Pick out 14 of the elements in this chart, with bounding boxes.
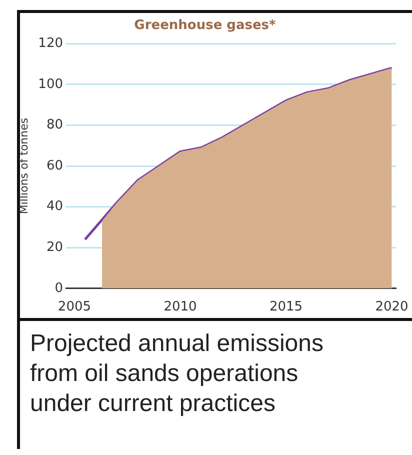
- y-tick-label: 100: [38, 76, 64, 92]
- y-tick-label: 80: [46, 118, 64, 133]
- y-tick-label: 120: [38, 36, 64, 51]
- y-axis-title: Millions of tonnes: [17, 118, 30, 214]
- x-tick-label: 2015: [269, 300, 303, 315]
- y-tick-label: 60: [46, 158, 64, 174]
- x-tick-label: 2005: [58, 300, 92, 315]
- x-tick-label: 2010: [164, 300, 197, 315]
- chart-title: Greenhouse gases*: [134, 18, 276, 34]
- y-tick-label: 0: [54, 280, 64, 296]
- text: Projected annual emissions from oil sands operations under current practices: [30, 329, 324, 419]
- y-tick-label: 40: [46, 199, 64, 214]
- y-tick-label: 20: [46, 240, 64, 255]
- x-tick-label: 2020: [375, 300, 408, 315]
